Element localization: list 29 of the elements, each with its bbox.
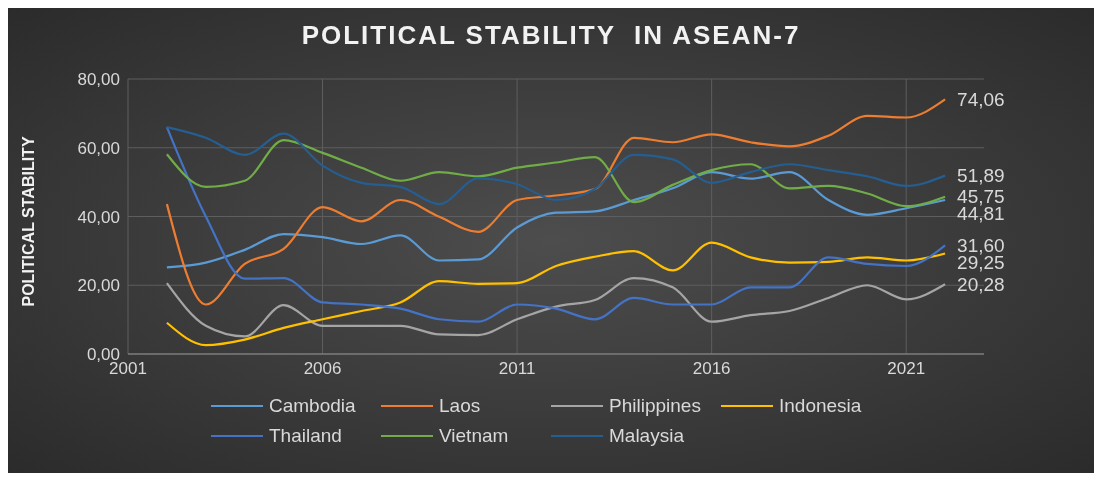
data-label: 51,89 [957,165,1005,187]
line-series [165,98,947,306]
data-label: 31,60 [957,235,1005,257]
x-tick-label: 2011 [498,359,536,379]
y-tick-label: 60,00 [77,138,120,158]
data-label: 45,75 [957,186,1005,208]
legend-label: Indonesia [779,395,862,417]
line-series [165,126,947,206]
x-tick-label: 2006 [303,359,342,379]
y-tick-label: 40,00 [77,207,120,227]
line-series [165,241,947,347]
line-series [165,126,947,323]
chart-title: POLITICAL STABILITY IN ASEAN-7 [300,20,802,51]
line-series [165,276,947,338]
legend-label: Laos [439,395,481,417]
x-tick-label: 2016 [692,359,731,379]
legend-label: Cambodia [269,395,356,417]
x-tick-label: 2021 [887,359,926,379]
data-label: 20,28 [957,273,1005,295]
legend-label: Vietnam [439,425,509,447]
y-tick-label: 20,00 [77,276,120,296]
y-axis-title: POLITICAL STABILITY [19,136,37,307]
data-label: 74,06 [957,89,1005,111]
legend-label: Thailand [269,425,342,447]
line-series [165,171,947,269]
legend-label: Philippines [609,395,701,417]
legend-label: Malaysia [609,425,684,447]
y-tick-label: 80,00 [77,70,120,90]
line-series [165,139,947,208]
